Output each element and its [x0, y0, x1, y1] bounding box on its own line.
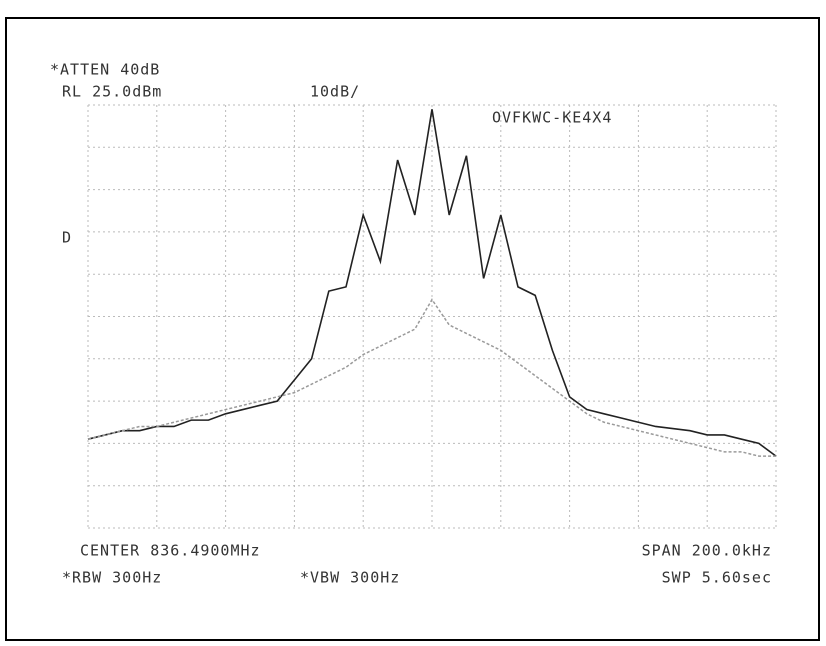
annotation: SWP 5.60sec	[662, 569, 772, 587]
annotation: OVFKWC-KE4X4	[492, 109, 612, 127]
frame	[5, 17, 820, 641]
annotation: SPAN 200.0kHz	[642, 542, 772, 560]
annotation: *VBW 300Hz	[300, 569, 400, 587]
annotation: *ATTEN 40dB	[50, 61, 160, 79]
annotation: *RBW 300Hz	[62, 569, 162, 587]
trace	[87, 109, 777, 457]
annotation: 10dB/	[310, 83, 360, 101]
annotation: CENTER 836.4900MHz	[80, 542, 261, 560]
annotation: D	[62, 229, 72, 247]
annotation: RL 25.0dBm	[62, 83, 162, 101]
trace	[87, 298, 776, 457]
